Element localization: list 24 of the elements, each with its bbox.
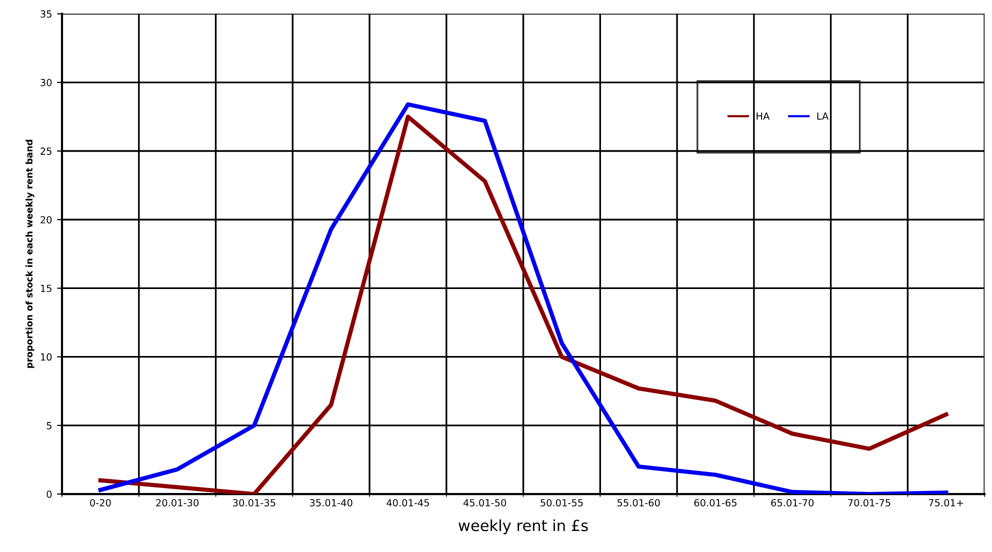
x-tick-label: 35.01-40 (310, 499, 352, 506)
y-tick-label: 15 (40, 284, 52, 292)
y-tick-label: 35 (40, 10, 52, 18)
x-tick-label: 0-20 (90, 499, 111, 506)
y-tick-label: 30 (40, 78, 52, 86)
y-tick-label: 10 (40, 353, 52, 361)
x-tick-label: 40.01-45 (386, 499, 429, 506)
x-tick-label: 50.01-55 (540, 499, 583, 506)
x-tick-label: 30.01-35 (233, 499, 276, 506)
x-tick-label: 60.01-65 (694, 499, 736, 506)
legend-label: HA (756, 112, 770, 120)
x-tick-label: 70.01-75 (848, 499, 890, 506)
x-tick-label: 65.01-70 (771, 499, 814, 506)
y-tick-label: 25 (40, 147, 52, 155)
x-axis-title: weekly rent in £s (458, 519, 588, 534)
y-axis-title: proportion of stock in each weekly rent band (26, 140, 34, 368)
y-tick-label: 5 (46, 422, 52, 430)
x-tick-label: 20.01-30 (156, 499, 199, 506)
x-tick-label: 45.01-50 (463, 499, 506, 506)
x-tick-label: 55.01-60 (617, 499, 660, 506)
y-tick-label: 0 (46, 490, 52, 498)
x-tick-label: 75.01+ (928, 499, 964, 506)
legend-label: LA (817, 112, 829, 120)
y-tick-label: 20 (40, 216, 52, 224)
